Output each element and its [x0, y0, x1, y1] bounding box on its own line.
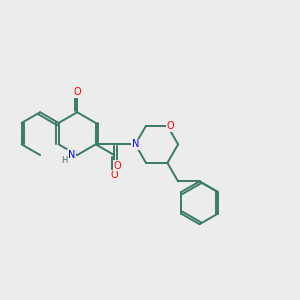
Text: N: N — [132, 140, 139, 149]
Text: O: O — [113, 161, 121, 171]
Text: N: N — [68, 150, 76, 160]
Text: O: O — [74, 87, 81, 97]
Text: O: O — [167, 121, 174, 131]
Text: H: H — [61, 157, 67, 166]
Text: O: O — [110, 170, 118, 180]
